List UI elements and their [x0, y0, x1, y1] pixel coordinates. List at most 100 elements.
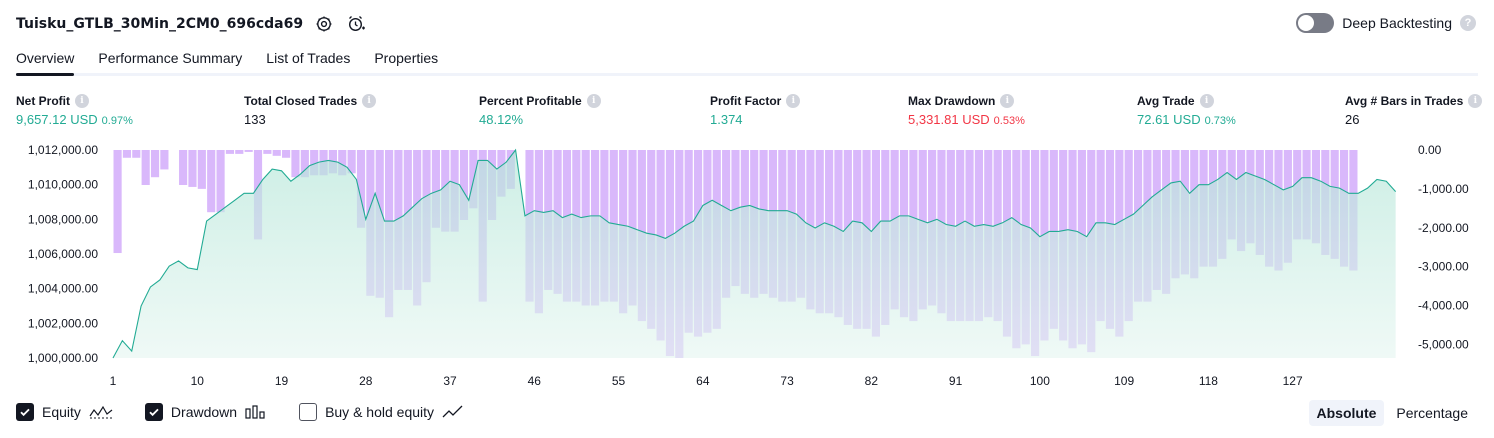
right-axis: 0.00 -1,000.00 -2,000.00 -3,000.00 -4,000.00…	[1418, 143, 1469, 351]
metric-percent: 0.53%	[994, 115, 1025, 127]
buy-hold-checkbox[interactable]	[299, 403, 317, 421]
x-axis-tick: 127	[1283, 374, 1303, 388]
info-icon[interactable]: i	[75, 94, 89, 108]
legend-label: Drawdown	[171, 404, 237, 420]
metric-label: Max Drawdown	[908, 94, 995, 108]
metric-net-profit: Net Profit i 9,657.12 USD 0.97%	[16, 94, 133, 127]
x-axis-tick: 109	[1114, 374, 1134, 388]
x-axis-tick: 64	[696, 374, 710, 388]
metric-label: Net Profit	[16, 94, 70, 108]
equity-drawdown-chart[interactable]: 1,012,000.00 1,010,000.00 1,008,000.00 1,00…	[0, 140, 1494, 395]
metric-value: 26	[1345, 112, 1359, 127]
legend-drawdown[interactable]: Drawdown	[145, 403, 267, 421]
drawdown-bar	[235, 150, 243, 154]
drawdown-bar	[291, 150, 299, 177]
x-axis-tick: 10	[191, 374, 205, 388]
left-axis-tick: 1,004,000.00	[28, 282, 98, 296]
right-axis-tick: -5,000.00	[1418, 337, 1469, 351]
deep-backtesting-toggle[interactable]	[1296, 13, 1334, 33]
metric-value: 133	[244, 112, 266, 127]
right-axis-tick: 0.00	[1418, 143, 1442, 157]
tab-bar: Overview Performance Summary List of Tra…	[16, 48, 1478, 76]
legend-equity[interactable]: Equity	[16, 403, 113, 421]
drawdown-bar	[216, 150, 224, 212]
legend-label: Equity	[42, 404, 81, 420]
metric-avg-bars-in-trades: Avg # Bars in Trades i 26	[1345, 94, 1482, 127]
strategy-header: Tuisku_GTLB_30Min_2CM0_696cda69	[16, 12, 367, 36]
x-axis-tick: 28	[359, 374, 373, 388]
drawdown-bar	[263, 150, 271, 154]
metric-percent: 0.73%	[1205, 115, 1236, 127]
drawdown-bar	[132, 150, 140, 158]
left-axis-tick: 1,002,000.00	[28, 316, 98, 330]
left-axis-tick: 1,012,000.00	[28, 143, 98, 157]
x-axis-tick: 55	[612, 374, 626, 388]
info-icon[interactable]: i	[1468, 94, 1482, 108]
drawdown-bar	[273, 150, 281, 156]
left-axis-tick: 1,010,000.00	[28, 178, 98, 192]
info-icon[interactable]: i	[362, 94, 376, 108]
tab-overview[interactable]: Overview	[16, 48, 74, 73]
legend-label: Buy & hold equity	[325, 404, 434, 420]
info-icon[interactable]: i	[587, 94, 601, 108]
legend-buy-hold[interactable]: Buy & hold equity	[299, 403, 464, 421]
x-axis-tick: 118	[1199, 374, 1218, 388]
metric-percent-profitable: Percent Profitable i 48.12%	[479, 94, 601, 127]
drawdown-bar	[207, 150, 215, 212]
equity-checkbox[interactable]	[16, 403, 34, 421]
help-icon[interactable]: ?	[1460, 15, 1476, 31]
x-axis-tick: 37	[443, 374, 457, 388]
x-axis-tick: 1	[110, 374, 117, 388]
drawdown-bar	[123, 150, 131, 158]
info-icon[interactable]: i	[1000, 94, 1014, 108]
metric-avg-trade: Avg Trade i 72.61 USD 0.73%	[1137, 94, 1236, 127]
drawdown-bar	[114, 150, 122, 253]
drawdown-bar	[188, 150, 196, 187]
metric-percent: 0.97%	[102, 115, 133, 127]
chart-legend: Equity Drawdown Buy & hold equity	[16, 403, 464, 421]
deep-backtesting-label: Deep Backtesting	[1342, 15, 1452, 31]
info-icon[interactable]: i	[786, 94, 800, 108]
right-axis-tick: -4,000.00	[1418, 299, 1469, 313]
tab-properties[interactable]: Properties	[374, 48, 438, 73]
buy-hold-glyph-icon	[442, 405, 464, 419]
metric-value: 9,657.12 USD	[16, 112, 98, 127]
equity-glyph-icon	[89, 405, 113, 419]
metric-label: Avg Trade	[1137, 94, 1195, 108]
alert-add-icon[interactable]	[345, 13, 367, 35]
left-axis-tick: 1,000,000.00	[28, 351, 98, 365]
x-axis-tick: 73	[780, 374, 794, 388]
metric-max-drawdown: Max Drawdown i 5,331.81 USD 0.53%	[908, 94, 1025, 127]
right-axis-tick: -2,000.00	[1418, 221, 1469, 235]
metrics-row: Net Profit i 9,657.12 USD 0.97% Total Clos…	[16, 94, 1478, 130]
absolute-button[interactable]: Absolute	[1309, 400, 1385, 426]
left-axis-tick: 1,006,000.00	[28, 247, 98, 261]
info-icon[interactable]: i	[1200, 94, 1214, 108]
tab-performance-summary[interactable]: Performance Summary	[98, 48, 242, 73]
right-axis-tick: -1,000.00	[1418, 182, 1469, 196]
right-axis-tick: -3,000.00	[1418, 260, 1469, 274]
metric-profit-factor: Profit Factor i 1.374	[710, 94, 800, 127]
settings-icon[interactable]	[313, 13, 335, 35]
deep-backtesting: Deep Backtesting ?	[1296, 13, 1476, 33]
metric-label: Profit Factor	[710, 94, 781, 108]
drawdown-bar	[142, 150, 150, 185]
metric-value: 48.12%	[479, 112, 523, 127]
metric-label: Total Closed Trades	[244, 94, 357, 108]
x-axis-tick: 91	[949, 374, 963, 388]
drawdown-bar	[179, 150, 187, 185]
left-axis-tick: 1,008,000.00	[28, 212, 98, 226]
strategy-name: Tuisku_GTLB_30Min_2CM0_696cda69	[16, 16, 303, 32]
drawdown-bar	[160, 150, 168, 169]
x-axis-tick: 46	[528, 374, 542, 388]
left-axis: 1,012,000.00 1,010,000.00 1,008,000.00 1,00…	[28, 143, 98, 365]
drawdown-bar	[151, 150, 159, 177]
drawdown-bar	[226, 150, 234, 154]
tab-list-of-trades[interactable]: List of Trades	[266, 48, 350, 73]
drawdown-checkbox[interactable]	[145, 403, 163, 421]
metric-value: 1.374	[710, 112, 743, 127]
x-axis-tick: 19	[275, 374, 289, 388]
percentage-button[interactable]: Percentage	[1388, 400, 1476, 426]
x-axis-tick: 100	[1030, 374, 1050, 388]
metric-value: 5,331.81 USD	[908, 112, 990, 127]
